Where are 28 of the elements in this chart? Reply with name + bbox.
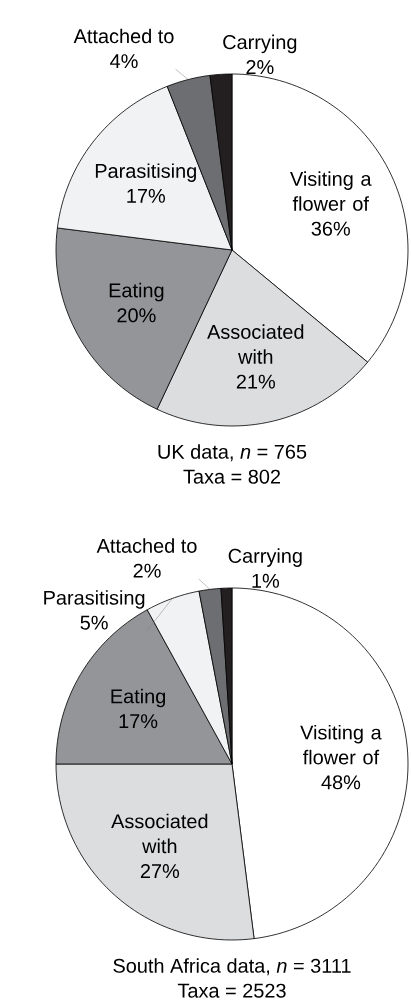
data-label: 48% — [321, 775, 361, 790]
data-label: 5% — [80, 615, 108, 630]
slice-label: Visiting a flower of — [300, 724, 382, 765]
slice-label: Eating — [111, 688, 166, 708]
slice-label: Carrying — [228, 548, 302, 567]
data-label: 27% — [140, 864, 180, 879]
slice-label: Visiting a flower of — [290, 171, 372, 211]
slice-label: Associated with — [207, 324, 304, 364]
data-label: 2% — [133, 563, 161, 578]
data-label: 2% — [246, 60, 274, 75]
slice-label: Carrying — [223, 34, 297, 54]
data-label: 36% — [311, 221, 350, 236]
data-label: 4% — [110, 54, 138, 69]
slice-label: Attached to — [73, 28, 174, 44]
slice-label: Parasitising — [95, 163, 196, 182]
text: Taxa = 2523 — [177, 983, 286, 998]
data-label: 17% — [119, 714, 158, 729]
text: Taxa = 802 — [183, 469, 280, 484]
slice-label: Associated with — [111, 813, 208, 854]
data-label: 1% — [252, 573, 280, 588]
slice-label: Eating — [109, 282, 164, 302]
slice-label: Attached to — [96, 538, 197, 553]
data-label: 20% — [117, 308, 156, 323]
data-label: 17% — [127, 188, 165, 203]
text: South Africa data, n = 3111 — [113, 958, 351, 976]
data-label: 21% — [236, 374, 276, 389]
slice-label: Parasitising — [44, 590, 145, 609]
text: UK data, n = 765 — [158, 444, 307, 462]
